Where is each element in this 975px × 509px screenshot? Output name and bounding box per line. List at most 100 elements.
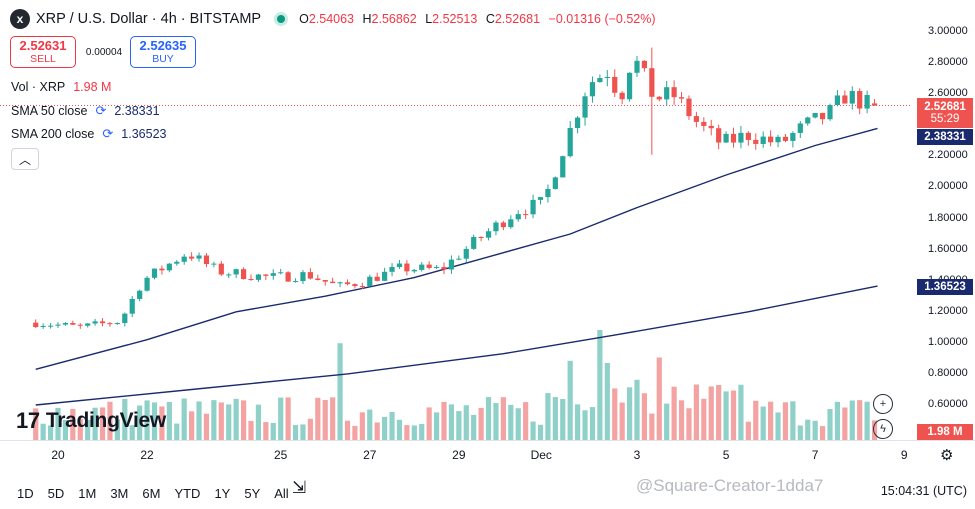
volume-bar [85,419,91,440]
time-tick-label: 27 [363,448,377,462]
candle-body [545,188,551,198]
volume-bar [641,393,648,440]
time-tick-label: 25 [274,448,288,462]
candle-body [745,132,751,140]
volume-bar [678,400,685,440]
sma50-badge: 2.38331 [917,129,973,145]
candle-body [344,282,351,285]
candle-body [456,258,462,260]
volume-bar [174,423,180,440]
volume-bar [70,408,76,440]
candle-body [396,263,403,267]
volume-bar [493,403,499,440]
range-3m[interactable]: 3M [110,486,129,501]
candle-body [597,78,603,83]
candle-body [871,103,878,106]
tradingview-logo: 17 TradingView [16,408,166,433]
time-tick-label: 5 [722,448,730,462]
volume-bar [589,407,596,440]
candle-body [330,281,336,284]
volume-bar [240,400,247,440]
volume-bar [708,386,714,440]
range-1y[interactable]: 1Y [214,486,231,501]
candle-body [493,222,499,232]
volume-bar [218,402,224,440]
volume-bar [419,423,425,440]
candle-body [70,323,76,325]
volume-bar [597,330,603,440]
volume-bar [567,360,573,440]
symbol-title[interactable]: XRP / U.S. Dollar · 4h · BITSTAMP [36,11,262,27]
range-5d[interactable]: 5D [47,486,65,501]
candle-body [337,282,343,284]
range-1m[interactable]: 1M [78,486,97,501]
volume-bar [196,401,202,440]
candle-body [819,112,826,120]
range-ytd[interactable]: YTD [174,486,201,501]
volume-bar [92,407,98,440]
volume-bar [367,409,373,440]
candle-body [478,237,484,239]
range-all[interactable]: All [274,486,289,501]
candle-body [382,271,388,281]
sell-button[interactable]: 2.52631 SELL [10,36,76,68]
candle-body [589,82,596,97]
trade-panel: 2.52631 SELL 0.00004 2.52635 BUY [10,36,196,68]
candle-body [515,214,521,220]
candle-body [664,87,670,100]
volume-bar [396,419,403,440]
candle-body [129,298,135,314]
candle-body [374,276,380,281]
watermark: @Square-Creator-1dda7 [636,476,824,495]
candle-body [575,117,581,128]
lightning-icon[interactable]: ϟ [873,419,893,439]
volume-bar [649,413,655,440]
candle-body [248,279,254,281]
candle-body [805,117,811,124]
buy-button[interactable]: 2.52635 BUY [130,36,196,68]
volume-bar [233,398,239,440]
candle-body [730,133,737,143]
candle-body [790,132,796,141]
candle-body [500,222,506,228]
add-icon[interactable]: + [873,394,893,414]
volume-bar [99,407,106,440]
candle-body [62,323,69,325]
collapse-legend-button[interactable]: ︿ [11,148,39,170]
volume-bar [359,412,365,440]
refresh-icon[interactable]: ⟳ [95,103,107,118]
sma50-legend[interactable]: SMA 50 close ⟳ 2.38331 [11,103,160,118]
volume-bar [864,401,870,440]
time-tick-label: 22 [140,448,154,462]
price-tick-label: 1.60000 [928,242,968,255]
volume-bar [693,384,699,440]
volume-bar [270,422,276,440]
candle-body [448,259,455,270]
calendar-range-icon[interactable]: ⇲ [292,478,307,497]
volume-bar [805,419,811,440]
utc-clock[interactable]: 15:04:31 (UTC) [880,484,967,498]
volume-bar [300,424,306,440]
volume-bar [129,425,135,440]
sma200-legend[interactable]: SMA 200 close ⟳ 1.36523 [11,126,167,141]
volume-bar [782,402,789,440]
range-1d[interactable]: 1D [17,486,34,501]
volume-legend[interactable]: Vol · XRP 1.98 M [11,80,112,94]
refresh-icon[interactable]: ⟳ [102,126,114,141]
candle-body [426,264,432,268]
candle-body [359,286,365,288]
volume-bar [463,405,469,440]
volume-bar [114,419,120,440]
settings-gear-icon[interactable]: ⚙ [940,447,954,464]
candle-body [263,274,269,276]
candle-body [137,290,143,299]
range-6m[interactable]: 6M [142,486,161,501]
volume-bar [790,401,796,440]
chart-header: x XRP / U.S. Dollar · 4h · BITSTAMP O2.5… [10,9,661,29]
candle-body [471,237,477,249]
volume-bar [812,420,818,440]
range-5y[interactable]: 5Y [244,486,261,501]
candle-body [604,76,610,79]
time-tick-label: 20 [51,448,65,462]
